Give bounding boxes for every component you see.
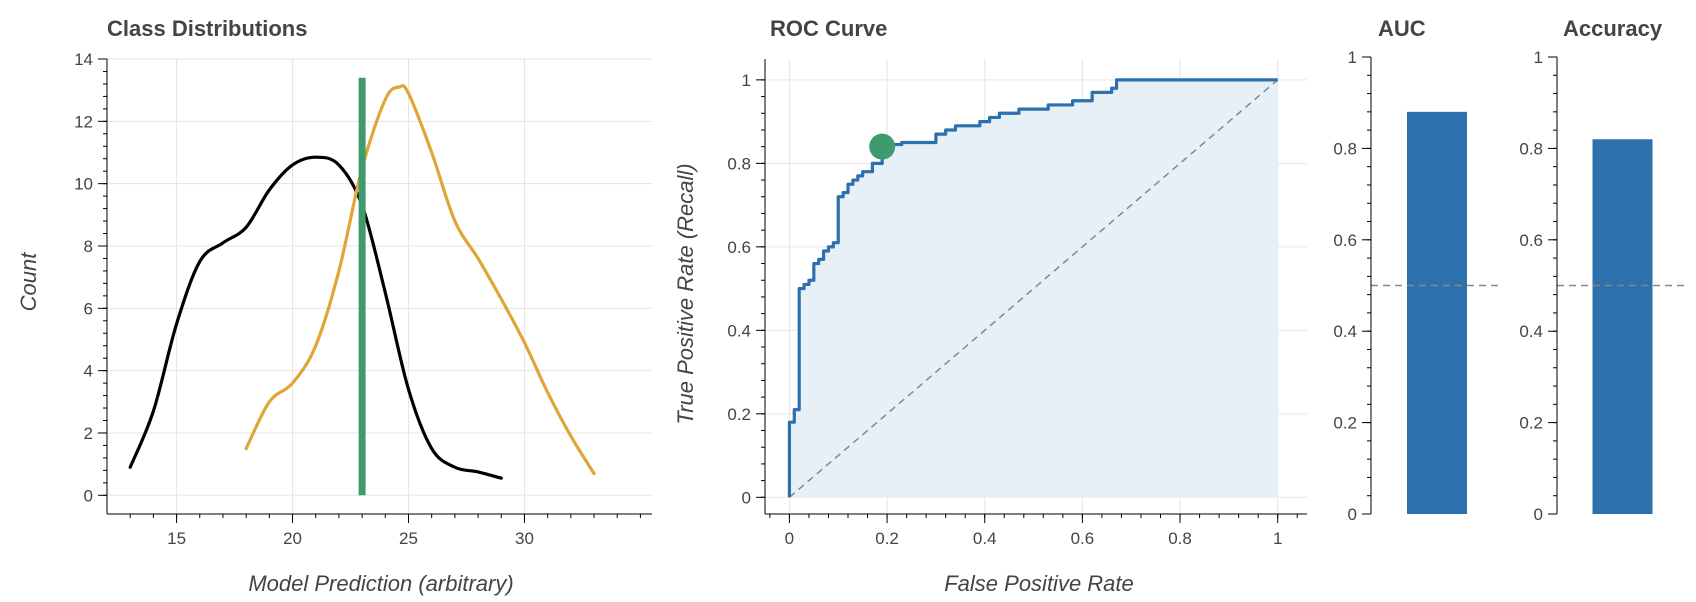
accuracy-y-tick-label: 0.8 (1519, 139, 1543, 158)
accuracy-y-tick-label: 0.6 (1519, 231, 1543, 250)
roc-x-tick-label: 1 (1273, 529, 1282, 548)
dist-y-tick-label: 14 (74, 50, 93, 69)
auc-y-tick-label: 0.6 (1333, 231, 1357, 250)
dist-x-tick-label: 30 (515, 529, 534, 548)
auc-bar (1407, 111, 1467, 514)
dist-x-tick-label: 25 (399, 529, 418, 548)
dist-y-tick-label: 8 (84, 237, 93, 256)
auc-y-tick-label: 0.2 (1333, 414, 1357, 433)
roc-x-tick-label: 0.8 (1168, 529, 1192, 548)
auc-bar-plot: 0 0.2 0.4 0.6 0.8 1 (1333, 48, 1503, 524)
roc-y-tick-label: 0 (742, 488, 751, 507)
operating-point-marker (869, 133, 896, 160)
accuracy-y-tick-label: 0 (1534, 505, 1543, 524)
auc-y-tick-label: 0.4 (1333, 322, 1357, 341)
roc-title: ROC Curve (770, 16, 887, 41)
roc-x-tick-label: 0 (785, 529, 794, 548)
dist-y-tick-label: 2 (84, 424, 93, 443)
dist-y-tick-label: 10 (74, 175, 93, 194)
auc-y-tick-label: 0 (1348, 505, 1357, 524)
roc-x-axis-label: False Positive Rate (944, 571, 1134, 596)
roc-x-tick-label: 0.6 (1071, 529, 1095, 548)
roc-y-tick-label: 0.2 (727, 405, 751, 424)
negative-class-curve (128, 155, 503, 480)
roc-y-tick-label: 0.6 (727, 238, 751, 257)
dist-y-axis-label: Count (16, 252, 41, 312)
dist-x-tick-label: 20 (283, 529, 302, 548)
roc-y-tick-label: 1 (742, 71, 751, 90)
dist-y-tick-label: 6 (84, 299, 93, 318)
accuracy-y-tick-label: 0.2 (1519, 414, 1543, 433)
auc-y-tick-label: 1 (1348, 48, 1357, 67)
dist-y-tick-label: 0 (84, 486, 93, 505)
roc-x-tick-label: 0.4 (973, 529, 997, 548)
roc-curve-plot: 0 0.2 0.4 0.6 0.8 1 0 0.2 0.4 0.6 0.8 1 (727, 59, 1307, 548)
roc-y-tick-label: 0.8 (727, 154, 751, 173)
roc-x-tick-label: 0.2 (875, 529, 899, 548)
accuracy-bar (1592, 139, 1653, 514)
auc-y-tick-label: 0.8 (1333, 139, 1357, 158)
roc-y-tick-label: 0.4 (727, 321, 751, 340)
accuracy-y-tick-label: 1 (1534, 48, 1543, 67)
positive-class-curve (244, 84, 596, 476)
dist-x-tick-label: 15 (167, 529, 186, 548)
dist-title: Class Distributions (107, 16, 307, 41)
accuracy-bar-plot: 0 0.2 0.4 0.6 0.8 1 (1519, 48, 1688, 524)
auc-title: AUC (1378, 16, 1426, 41)
dist-x-axis-label: Model Prediction (arbitrary) (248, 571, 513, 596)
roc-curve-line (787, 78, 1278, 498)
class-distributions-plot: 0 2 4 6 8 10 12 14 15 20 25 30 (74, 50, 652, 548)
dist-y-tick-label: 4 (84, 362, 93, 381)
roc-y-axis-label: True Positive Rate (Recall) (673, 163, 698, 424)
accuracy-title: Accuracy (1563, 16, 1663, 41)
accuracy-y-tick-label: 0.4 (1519, 322, 1543, 341)
dist-y-tick-label: 12 (74, 112, 93, 131)
